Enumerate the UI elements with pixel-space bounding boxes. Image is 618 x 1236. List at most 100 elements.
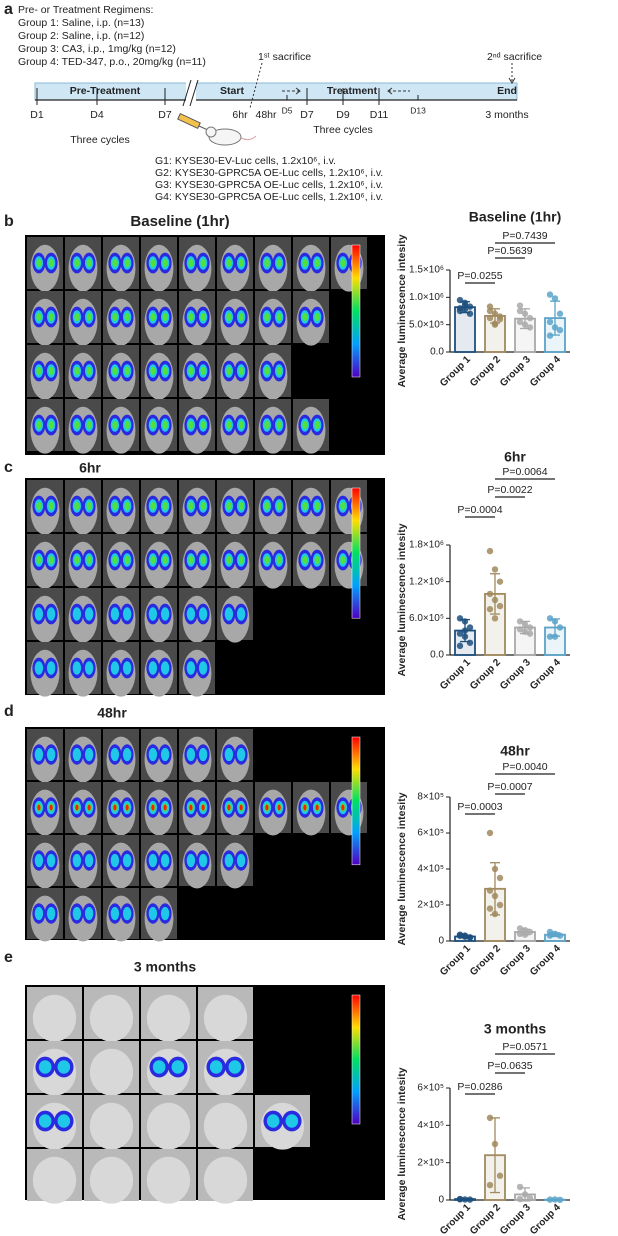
data-point [491, 615, 499, 622]
signal [151, 804, 155, 811]
signal [236, 607, 246, 621]
data-point [496, 602, 504, 610]
signal [200, 312, 206, 322]
x-tick-label: Group 4 [528, 657, 563, 692]
signal [162, 258, 168, 268]
signal [341, 804, 345, 811]
signal [34, 747, 44, 762]
signal [113, 804, 117, 811]
signal [34, 906, 44, 921]
y-tick-label: 4×10⁵ [417, 864, 444, 875]
signal [124, 501, 130, 511]
signal [162, 501, 168, 511]
y-tick-label: 1.8×10⁶ [409, 540, 444, 551]
signal [302, 555, 308, 565]
data-point [546, 318, 554, 326]
data-point [461, 633, 469, 640]
p-value: P=0.0003 [457, 801, 502, 813]
day-label: D9 [336, 109, 350, 121]
signal [160, 906, 170, 921]
x-tick-label: Group 1 [438, 657, 473, 692]
p-value: P=0.0286 [457, 1081, 502, 1093]
signal [198, 747, 208, 762]
data-point [551, 324, 559, 331]
arrow-head [508, 77, 516, 84]
signal [189, 804, 193, 811]
x-tick-label: Group 2 [468, 657, 503, 692]
signal [314, 258, 320, 268]
signal [276, 420, 282, 430]
signal [315, 804, 319, 811]
signal [277, 804, 281, 811]
signal [84, 747, 94, 762]
signal [110, 607, 120, 621]
data-point [456, 630, 464, 637]
data-point [521, 321, 529, 328]
signal [38, 1060, 52, 1074]
data-point [546, 615, 554, 622]
regimen: Group 3: CA3, i.p., 1mg/kg (n=12) [18, 43, 176, 55]
y-tick-label: 6.0×10⁵ [409, 613, 444, 624]
break-mark [189, 79, 199, 107]
cell-line: G3: KYSE30-GPRC5A OE-Luc cells, 1.2x10⁶,… [155, 179, 383, 191]
day-label: D7 [158, 109, 172, 121]
data-point [486, 307, 494, 315]
signal [266, 1114, 280, 1128]
p-value: P=0.0040 [502, 761, 547, 773]
y-tick-label: 0.0 [430, 650, 444, 661]
signal [112, 312, 118, 322]
signal [148, 661, 158, 675]
signal [302, 501, 308, 511]
signal [122, 747, 132, 762]
signal [276, 366, 282, 376]
signal [34, 607, 44, 621]
data-point [491, 596, 499, 604]
signal [227, 804, 231, 811]
y-tick-label: 0 [438, 1195, 444, 1206]
y-tick-label: 0.0 [430, 347, 444, 358]
data-point [551, 1196, 559, 1203]
signal [75, 804, 79, 811]
signal [122, 906, 132, 921]
signal [314, 420, 320, 430]
chart-title: 48hr [500, 743, 530, 759]
data-point [551, 930, 559, 937]
data-point [556, 326, 564, 334]
signal [36, 501, 42, 511]
signal [238, 366, 244, 376]
data-point [556, 1196, 564, 1204]
signal [48, 258, 54, 268]
signal [224, 853, 234, 868]
x-tick-label: Group 1 [438, 354, 473, 389]
data-point [486, 887, 494, 894]
signal [162, 366, 168, 376]
signal [74, 258, 80, 268]
data-point [491, 892, 499, 900]
signal [57, 1060, 71, 1074]
signal [110, 906, 120, 921]
day-label: D5 [282, 105, 293, 115]
signal [160, 853, 170, 868]
day-label: D1 [30, 109, 44, 121]
signal [46, 661, 56, 675]
signal [276, 555, 282, 565]
y-tick-label: 1.0×10⁶ [409, 292, 444, 303]
data-point [496, 874, 504, 882]
signal [200, 420, 206, 430]
signal [265, 804, 269, 811]
signal [285, 1114, 299, 1128]
signal [124, 312, 130, 322]
x-tick-label: Group 1 [438, 1202, 473, 1236]
signal [86, 555, 92, 565]
phase-label: Pre-Treatment [70, 85, 141, 97]
data-point [556, 624, 564, 631]
y-axis-label: Average luminescence intesity [396, 234, 408, 387]
signal [152, 1060, 166, 1074]
regimen: Group 1: Saline, i.p. (n=13) [18, 17, 144, 29]
data-point [461, 299, 469, 306]
signal [200, 555, 206, 565]
signal [122, 607, 132, 621]
y-tick-label: 8×10⁵ [417, 792, 444, 803]
